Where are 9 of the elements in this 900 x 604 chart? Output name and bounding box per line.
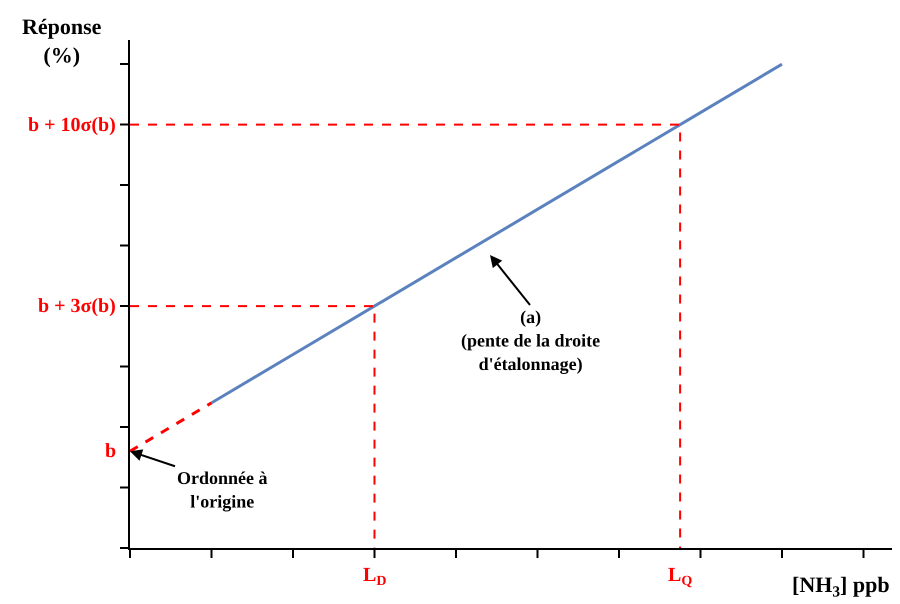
text: b xyxy=(105,440,116,462)
annotation: (a) (pente de la droite d'étalonnage) xyxy=(461,307,600,374)
ref-line-label: b + 10σ(b) xyxy=(28,114,116,136)
y-axis-title: Réponse (%) xyxy=(22,14,102,68)
annotation: Ordonnée à l'origine xyxy=(177,468,268,512)
text: L$_{D}$ xyxy=(363,564,386,590)
x-axis-title: [NH$_{3}$] ppb xyxy=(792,572,890,601)
ref-line-label: b + 3σ(b) xyxy=(38,295,116,317)
text: L$_{Q}$ xyxy=(668,564,692,590)
